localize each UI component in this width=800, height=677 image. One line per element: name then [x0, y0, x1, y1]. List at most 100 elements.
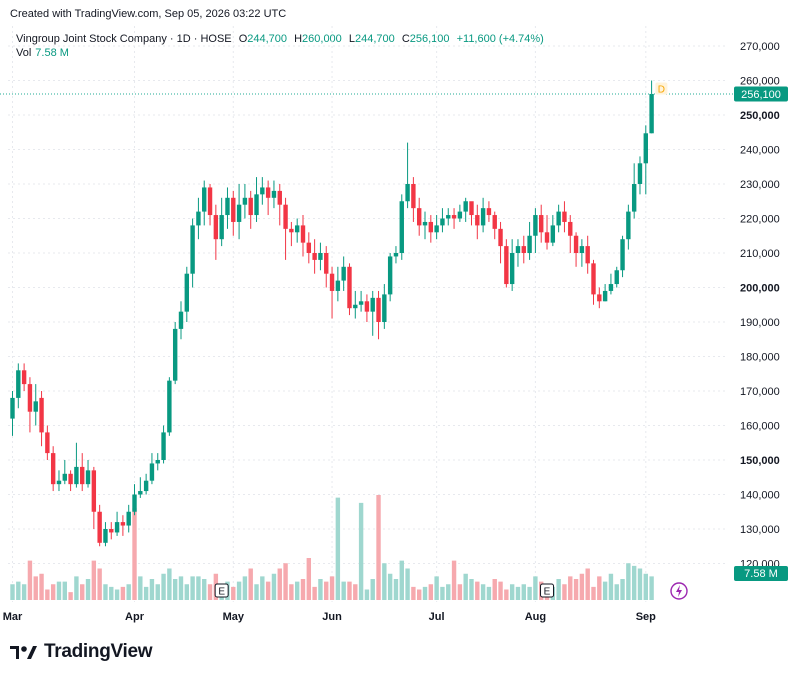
x-tick-label: Mar: [3, 611, 23, 623]
volume-bar: [167, 568, 172, 600]
open-label: O: [238, 33, 248, 45]
candle: [27, 377, 33, 433]
symbol-title[interactable]: Vingroup Joint Stock Company · 1D · HOSE: [16, 33, 232, 45]
volume-bar: [382, 563, 387, 600]
volume-bars: [10, 495, 654, 600]
volume-bar: [376, 495, 381, 600]
volume-bar: [172, 579, 178, 600]
volume-bar: [231, 586, 236, 600]
candle-body: [527, 235, 532, 253]
candle-body: [446, 215, 451, 219]
candle: [486, 201, 492, 222]
volume-bar: [254, 584, 259, 600]
candle: [126, 504, 131, 533]
candle: [434, 215, 439, 240]
volume-bar: [196, 576, 201, 600]
grid-lines: [8, 26, 728, 602]
candle-body: [16, 370, 21, 398]
candle: [271, 180, 277, 209]
candle-body: [248, 197, 253, 216]
candle: [358, 290, 364, 312]
candle-body: [289, 228, 294, 233]
volume-legend[interactable]: Vol 7.58 M: [16, 47, 69, 59]
candle: [184, 266, 189, 322]
candle: [562, 201, 567, 233]
candle: [97, 504, 102, 547]
time-axis[interactable]: Mar Apr May Jun Jul Aug Sep: [3, 611, 656, 623]
candle: [265, 180, 271, 216]
candle: [515, 239, 521, 267]
candle-body: [515, 246, 521, 253]
candlestick-series: [10, 80, 654, 547]
volume-bar: [422, 586, 428, 600]
candle: [283, 197, 288, 260]
x-tick-label: Aug: [525, 611, 546, 623]
candle-body: [608, 284, 614, 291]
candle-body: [504, 246, 509, 285]
volume-bar: [399, 560, 404, 600]
volume-bar: [207, 584, 213, 600]
candle-body: [114, 522, 120, 533]
candle-body: [353, 304, 358, 309]
candle-body: [155, 460, 160, 464]
candle-body: [39, 397, 44, 433]
volume-bar: [109, 586, 114, 600]
volume-bar: [364, 589, 370, 600]
symbol-legend[interactable]: Vingroup Joint Stock Company · 1D · HOSE…: [16, 33, 544, 45]
candle: [329, 266, 335, 319]
candle: [21, 363, 27, 391]
volume-bar: [562, 584, 567, 600]
volume-bar: [602, 581, 608, 600]
candle: [509, 239, 515, 291]
close-value: 256,100: [409, 33, 450, 45]
volume-bar: [306, 558, 312, 600]
x-tick-label: Sep: [636, 611, 656, 623]
earnings-marker[interactable]: E: [214, 583, 229, 598]
candle-body: [585, 246, 590, 264]
earnings-marker[interactable]: E: [540, 583, 555, 598]
candle: [74, 442, 79, 488]
candle: [219, 197, 224, 247]
candle-body: [283, 204, 288, 229]
candle: [527, 221, 532, 260]
candle-body: [544, 232, 550, 243]
volume-bar: [85, 579, 91, 600]
candle-body: [440, 218, 445, 226]
candle: [591, 259, 596, 305]
candle-body: [178, 311, 184, 329]
candle: [167, 377, 172, 436]
candle: [260, 177, 265, 205]
candle: [300, 215, 306, 257]
candle: [637, 156, 643, 195]
candle: [393, 246, 399, 264]
candle-body: [411, 184, 416, 209]
volume-bar: [184, 584, 189, 600]
volume-badge: 7.58 M: [734, 566, 788, 581]
volume-bar: [614, 584, 619, 600]
candle-body: [631, 184, 637, 212]
volume-bar: [573, 579, 579, 600]
volume-bar: [236, 581, 242, 600]
flash-icon[interactable]: [670, 582, 688, 600]
tradingview-logo[interactable]: TradingView: [10, 641, 153, 663]
candle: [225, 187, 230, 229]
candle: [417, 197, 422, 236]
candle-body: [341, 266, 346, 281]
candle-body: [254, 194, 259, 216]
candle-body: [550, 225, 556, 243]
candle-body: [539, 215, 544, 233]
dividend-marker[interactable]: D: [655, 82, 668, 96]
candle-body: [45, 432, 50, 454]
candle-body: [463, 201, 468, 212]
candle-body: [50, 453, 56, 485]
candle: [294, 218, 300, 243]
candle-body: [196, 211, 201, 226]
candle: [45, 425, 50, 460]
earnings-marker-box: [214, 583, 229, 598]
candle: [550, 215, 556, 247]
volume-bar: [620, 579, 625, 600]
price-axis[interactable]: 270,000 260,000 250,000 240,000 230,000 220,0…: [740, 41, 780, 571]
volume-bar: [446, 584, 451, 600]
